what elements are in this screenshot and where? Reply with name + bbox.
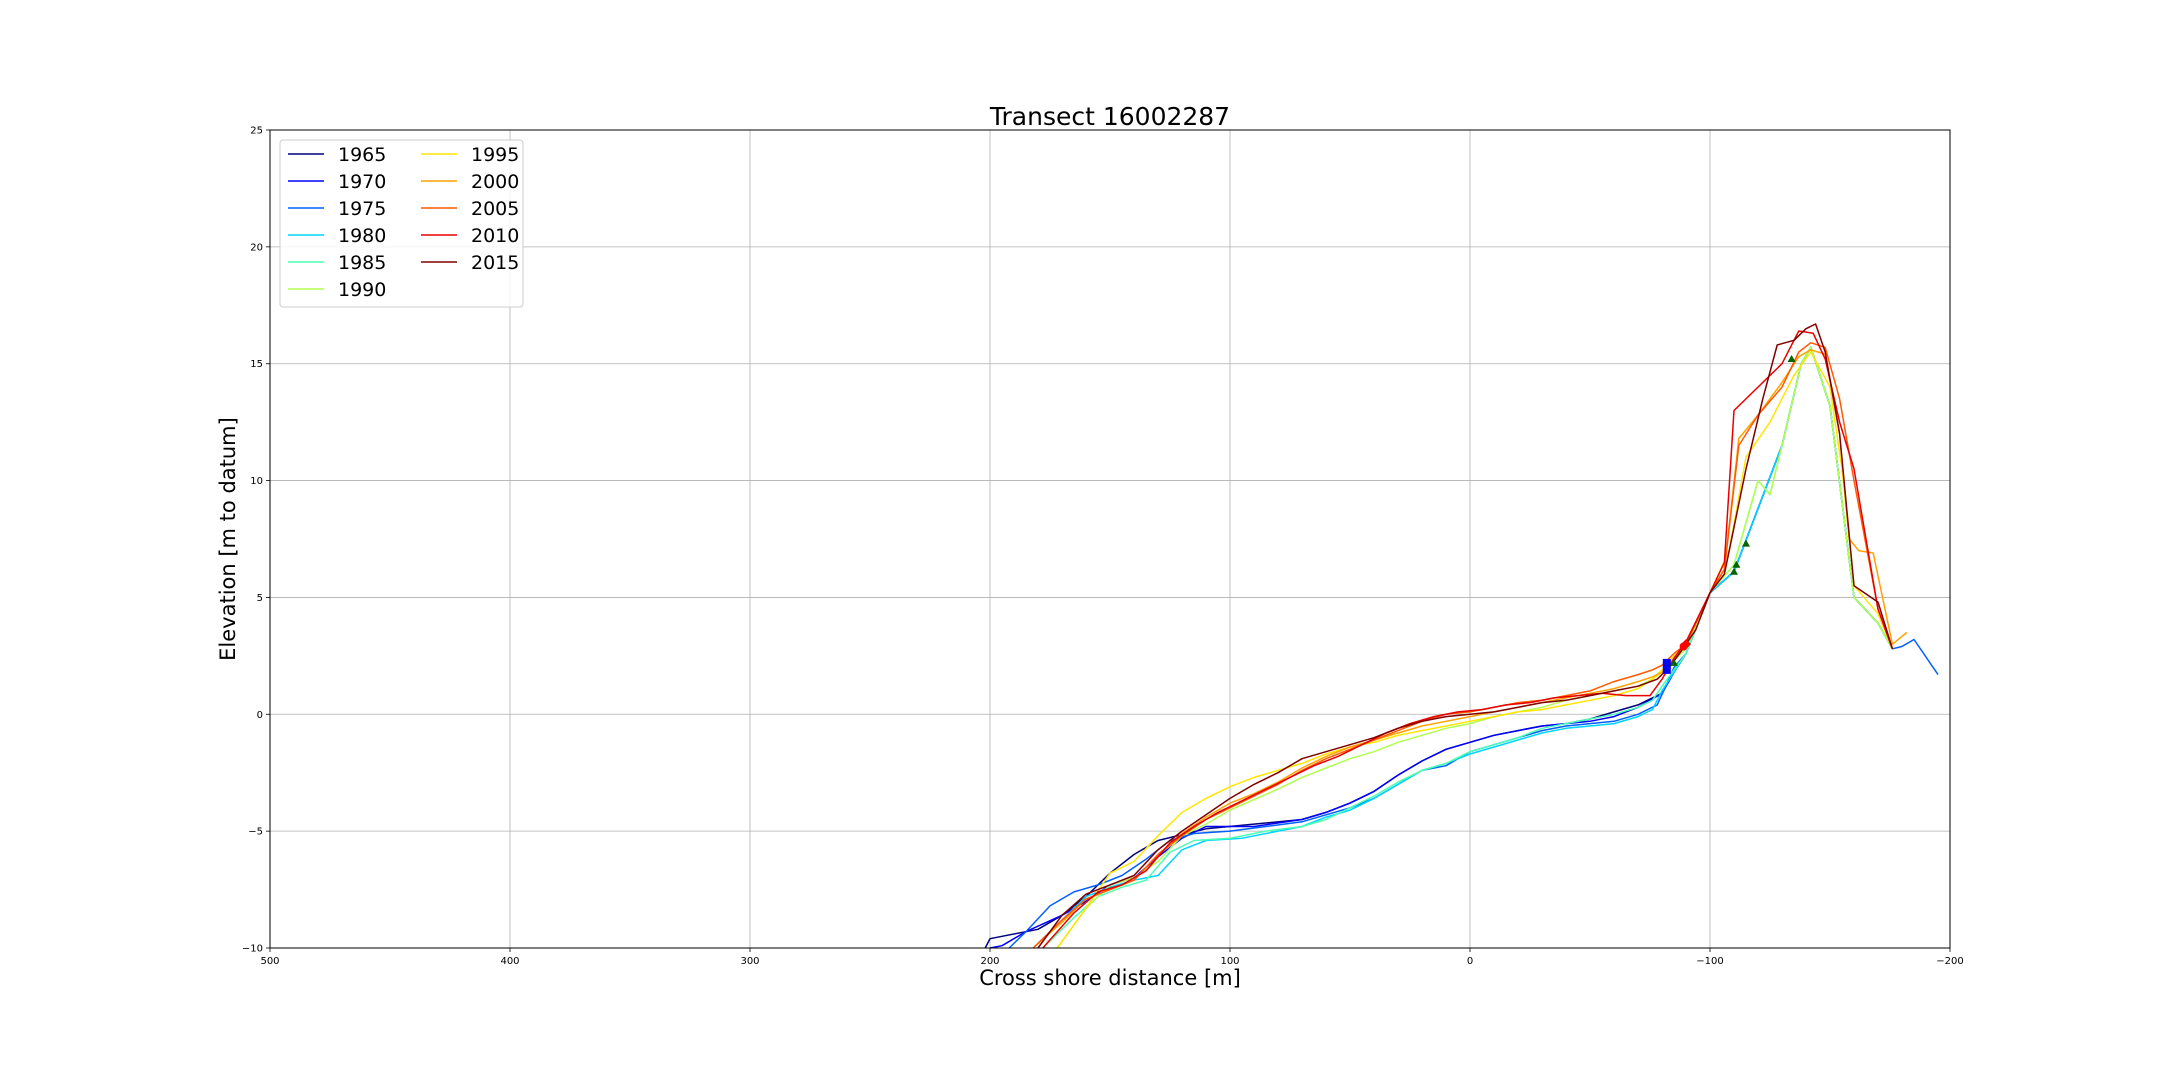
legend-label: 1990 xyxy=(338,279,386,301)
y-axis-label: Elevation [m to datum] xyxy=(216,417,240,661)
series-line-2010 xyxy=(1042,330,1894,949)
series-line-2015 xyxy=(1037,323,1894,949)
legend-label: 1975 xyxy=(338,198,386,220)
marker-triangle xyxy=(1730,567,1738,575)
x-tick-label: 300 xyxy=(740,956,759,967)
legend-label: 1995 xyxy=(471,144,519,166)
y-tick-label: 5 xyxy=(257,593,263,604)
series-line-1995 xyxy=(1056,351,1894,949)
x-axis-label: Cross shore distance [m] xyxy=(979,966,1241,990)
y-axis-ticks: −10 −5 0 5 10 15 20 25 xyxy=(242,126,270,955)
x-axis-ticks: 500 400 300 200 100 0 −100 −200 xyxy=(260,948,1964,967)
legend-box xyxy=(279,139,524,308)
marker-square xyxy=(1662,665,1671,674)
y-tick-label: 0 xyxy=(257,710,263,721)
legend-label: 1970 xyxy=(338,171,386,193)
legend-label: 2005 xyxy=(471,198,519,220)
marker-triangle xyxy=(1787,355,1796,363)
legend-label: 1965 xyxy=(338,144,386,166)
y-tick-label: 25 xyxy=(250,126,263,137)
legend-label: 2010 xyxy=(471,225,519,247)
x-tick-label: 0 xyxy=(1467,956,1473,967)
legend-label: 1980 xyxy=(338,225,386,247)
legend: 1965 1970 1975 1980 1985 1990 1995 2000 2005 2010… xyxy=(279,139,524,308)
chart-title: Transect 16002287 xyxy=(989,102,1230,131)
x-tick-label: 500 xyxy=(260,956,279,967)
series-line-1980 xyxy=(1032,346,1894,949)
y-tick-label: 10 xyxy=(250,476,263,487)
marker-triangle xyxy=(1742,539,1750,547)
marker-circle xyxy=(1679,642,1688,651)
data-markers xyxy=(1662,355,1796,674)
y-tick-label: 20 xyxy=(250,242,263,253)
legend-label: 1985 xyxy=(338,252,386,274)
marker-square xyxy=(1662,658,1671,667)
x-tick-label: 400 xyxy=(500,956,519,967)
series-line-2000 xyxy=(1032,348,1908,949)
y-tick-label: −10 xyxy=(242,944,263,955)
marker-triangle xyxy=(1732,560,1741,568)
legend-label: 2015 xyxy=(471,252,519,274)
plot-frame xyxy=(269,129,1951,949)
legend-label: 2000 xyxy=(471,171,519,193)
y-tick-label: −5 xyxy=(248,827,263,838)
x-tick-label: 200 xyxy=(980,956,999,967)
marker-triangle xyxy=(1670,658,1678,666)
series-lines xyxy=(984,323,1939,949)
x-tick-label: −100 xyxy=(1696,956,1723,967)
series-line-1990 xyxy=(1056,346,1894,949)
y-tick-label: 15 xyxy=(250,359,263,370)
x-tick-label: 100 xyxy=(1220,956,1239,967)
x-tick-label: −200 xyxy=(1936,956,1963,967)
